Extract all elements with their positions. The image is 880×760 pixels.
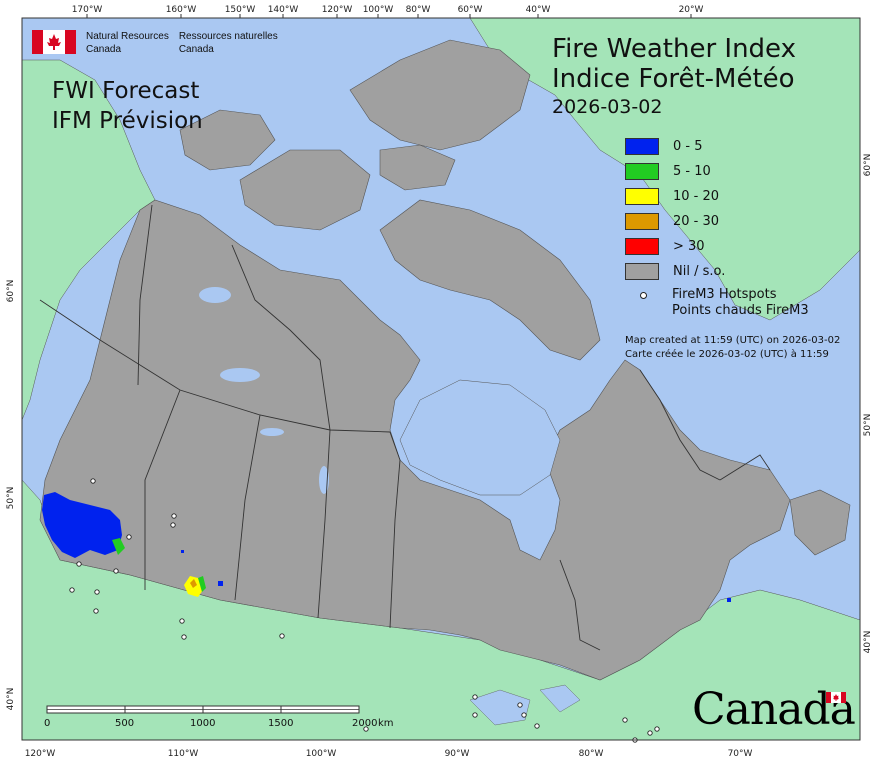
legend-item: 0 - 5 [625, 134, 725, 159]
hotspots [69, 478, 660, 743]
fwi-region-spot-2 [181, 550, 184, 553]
legend-item: 10 - 20 [625, 184, 725, 209]
arctic-island-banks [179, 109, 276, 171]
svg-text:120°W: 120°W [25, 749, 56, 759]
product-en: FWI Forecast [52, 78, 200, 104]
product-name: FWI Forecast IFM Prévision [52, 76, 203, 136]
svg-text:90°W: 90°W [445, 749, 470, 759]
legend-item: Nil / s.o. [625, 259, 725, 284]
legend-item: 5 - 10 [625, 159, 725, 184]
product-fr: IFM Prévision [52, 108, 203, 134]
wordmark-flag-icon [826, 692, 846, 703]
svg-text:60°N: 60°N [863, 154, 873, 177]
hotspot-icon [640, 292, 647, 299]
great-slave-lake [220, 368, 260, 382]
legend-swatch [625, 238, 659, 255]
scale-label: 2000 [352, 718, 378, 729]
fwi-region-sask-green [198, 576, 206, 592]
created-note: Map created at 11:59 (UTC) on 2026-03-02… [625, 335, 841, 360]
great-lakes [469, 689, 531, 726]
title-fr: Indice Forêt-Météo [552, 64, 795, 94]
legend-swatch [625, 213, 659, 230]
map-date: 2026-03-02 [552, 96, 663, 118]
map-title: Fire Weather Index Indice Forêt-Météo [552, 34, 796, 94]
scale-label: 0 [44, 718, 51, 729]
svg-text:120°W: 120°W [322, 5, 353, 15]
svg-text:100°W: 100°W [363, 5, 394, 15]
svg-text:170°W: 170°W [72, 5, 103, 15]
svg-text:20°W: 20°W [679, 5, 704, 15]
svg-text:160°W: 160°W [166, 5, 197, 15]
legend-swatch [625, 138, 659, 155]
hotspot-legend: FireM3 Hotspots Points chauds FireM3 [640, 287, 809, 319]
great-lake-2 [539, 684, 581, 713]
top-tick-labels: 170°W 160°W 150°W 140°W 120°W 100°W 80°W… [72, 5, 704, 15]
fwi-region-bc-green [112, 538, 125, 555]
scale-bar [46, 705, 360, 714]
svg-text:60°N: 60°N [6, 280, 16, 303]
greenland-land [469, 17, 861, 321]
fwi-region-bc-coast [42, 492, 122, 558]
hudson-bay [399, 379, 561, 496]
canada-flag-icon [32, 30, 76, 54]
nrcan-en: Natural Resources Canada [86, 31, 169, 55]
legend-item: > 30 [625, 234, 725, 259]
legend-item: 20 - 30 [625, 209, 725, 234]
scale-label: 500 [115, 718, 135, 729]
legend-swatch [625, 163, 659, 180]
svg-text:40°N: 40°N [863, 631, 873, 654]
title-en: Fire Weather Index [552, 34, 796, 64]
svg-text:70°W: 70°W [728, 749, 753, 759]
fwi-region-sask-orange [190, 579, 197, 588]
svg-text:40°N: 40°N [6, 688, 16, 711]
svg-text:150°W: 150°W [225, 5, 256, 15]
svg-text:100°W: 100°W [306, 749, 337, 759]
svg-text:60°W: 60°W [458, 5, 483, 15]
scale-label: 1000 [190, 718, 216, 729]
scale-label: 1500 [268, 718, 294, 729]
svg-text:80°W: 80°W [406, 5, 431, 15]
svg-text:50°N: 50°N [6, 487, 16, 510]
newfoundland-island [789, 489, 851, 556]
left-tick-labels: 60°N 50°N 40°N [6, 280, 16, 711]
right-tick-labels: 60°N 50°N 40°N [863, 154, 873, 654]
legend-swatch [625, 263, 659, 280]
svg-text:80°W: 80°W [579, 749, 604, 759]
nrcan-fr: Ressources naturelles Canada [178, 31, 278, 55]
nrcan-signature: Natural Resources Canada Ressources natu… [32, 30, 278, 56]
top-ticks [86, 14, 692, 18]
arctic-island-devon [379, 144, 456, 191]
arctic-island-baffin [379, 199, 601, 361]
scale-unit: km [378, 718, 394, 729]
lake-athabasca [260, 428, 284, 436]
canada-mainland [39, 199, 791, 681]
arctic-island-victoria [239, 149, 371, 231]
svg-text:110°W: 110°W [168, 749, 199, 759]
arctic-island-ellesmere [349, 39, 531, 151]
bottom-tick-labels: 120°W 110°W 100°W 90°W 80°W 70°W [25, 749, 753, 759]
fwi-region-spot-1 [218, 581, 223, 586]
fwi-region-spot-3 [727, 598, 731, 602]
svg-text:40°W: 40°W [526, 5, 551, 15]
svg-text:50°N: 50°N [863, 414, 873, 437]
great-bear-lake [199, 287, 231, 303]
legend: 0 - 5 5 - 10 10 - 20 20 - 30 > 30 Nil / … [625, 134, 725, 284]
alaska-land [21, 59, 156, 421]
svg-text:140°W: 140°W [268, 5, 299, 15]
province-boundaries [39, 204, 771, 651]
legend-swatch [625, 188, 659, 205]
